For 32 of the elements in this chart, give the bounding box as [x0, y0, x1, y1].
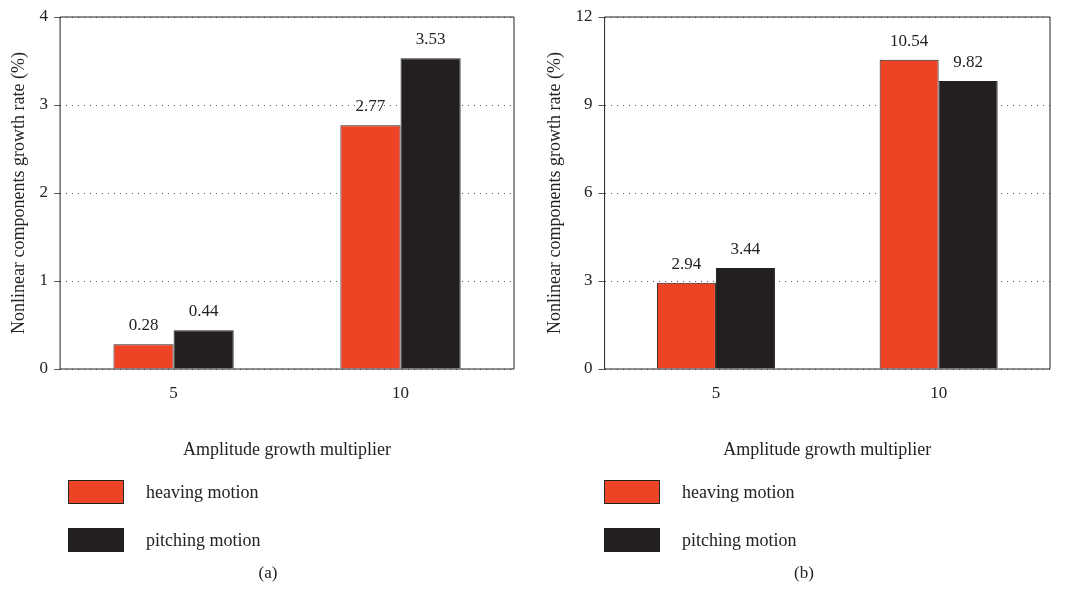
data-label: 2.94	[671, 253, 702, 273]
y-tick-label: 1	[39, 270, 49, 290]
y-tick-label: 12	[575, 6, 593, 26]
x-axis-title: Amplitude growth multiplier	[723, 438, 932, 459]
data-label: 3.53	[415, 29, 446, 49]
y-tick-label: 4	[39, 6, 49, 26]
data-label: 2.77	[355, 96, 386, 116]
y-tick-label: 3	[584, 270, 593, 290]
x-tick-label: 10	[930, 382, 948, 402]
legend-label: pitching motion	[682, 529, 797, 551]
data-label: 3.44	[730, 239, 761, 259]
y-tick-label: 6	[584, 182, 593, 202]
y-tick-label: 2	[39, 182, 49, 202]
x-tick-label: 10	[392, 382, 410, 402]
x-tick-label: 5	[169, 382, 178, 402]
y-tick-label: 0	[39, 358, 49, 378]
text: (b)	[793, 563, 815, 583]
y-axis-title: Nonlinear components growth rate (%)	[7, 52, 29, 334]
y-tick-label: 3	[39, 94, 49, 114]
legend-label: pitching motion	[146, 529, 261, 551]
y-tick-label: 0	[584, 358, 593, 378]
x-axis-title: Amplitude growth multiplier	[183, 438, 392, 459]
y-axis-title: Nonlinear components growth rate (%)	[543, 52, 565, 334]
data-label: 10.54	[890, 30, 929, 50]
text: (a)	[257, 563, 279, 583]
legend-label: heaving motion	[146, 481, 259, 503]
data-label: 0.28	[128, 315, 159, 335]
legend-label: heaving motion	[682, 481, 795, 503]
x-tick-label: 5	[711, 382, 721, 402]
data-label: 9.82	[953, 51, 984, 71]
data-label: 0.44	[188, 301, 220, 321]
y-tick-label: 9	[584, 94, 593, 114]
